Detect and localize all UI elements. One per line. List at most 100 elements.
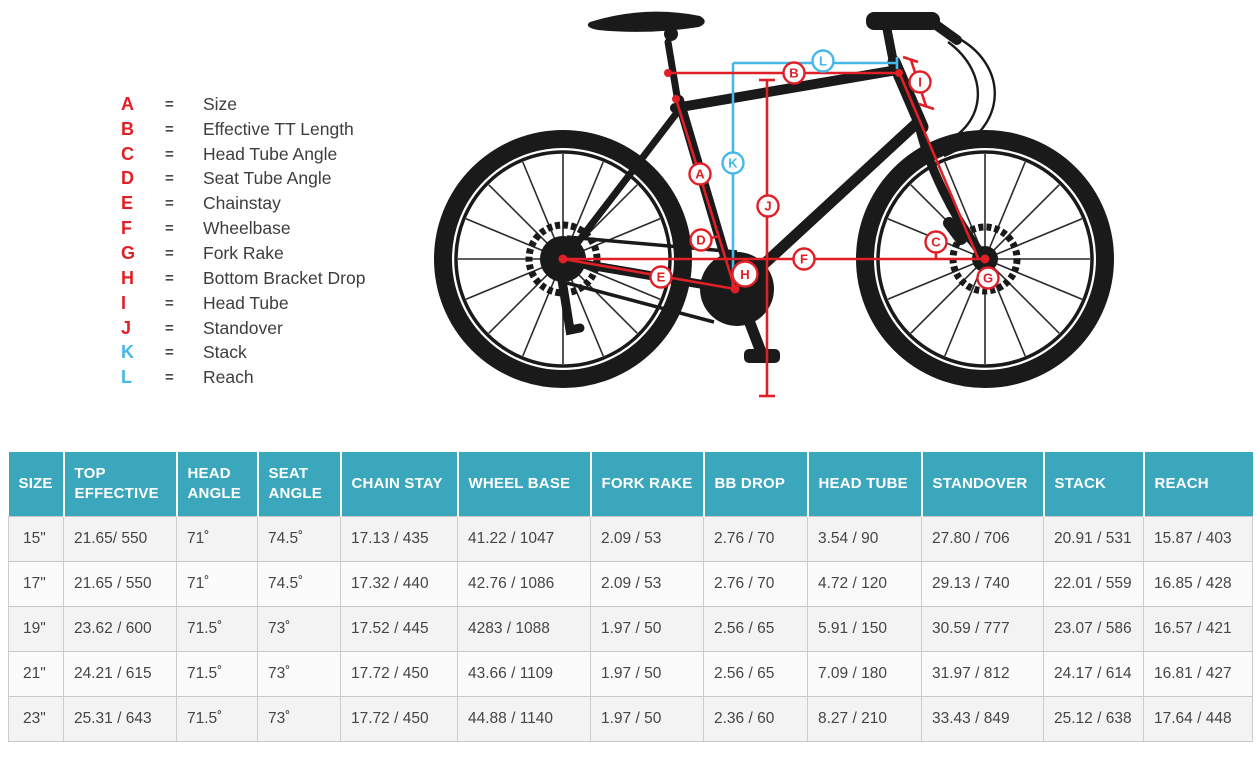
table-cell: 1.97 / 50 (590, 605, 704, 651)
column-header-seat-angle: SEAT ANGLE (257, 452, 342, 516)
equals-sign: = (165, 344, 174, 362)
equals-sign: = (165, 145, 174, 163)
head-angle-line (897, 71, 980, 259)
svg-text:L: L (819, 54, 827, 69)
table-cell: 16.81 / 427 (1143, 650, 1253, 696)
legend-letter: E (121, 193, 134, 214)
bike-silhouette (443, 11, 1105, 379)
saddle-clamp (664, 27, 678, 41)
bike-geometry-diagram: A B C D E F G H I J K L (0, 11, 1260, 398)
table-cell: 73˚ (257, 650, 341, 696)
table-cell: 2.76 / 70 (703, 560, 808, 606)
legend-label: Standover (203, 317, 283, 338)
legend-letter: D (121, 168, 134, 189)
table-cell: 30.59 / 777 (921, 605, 1044, 651)
table-cell: 4283 / 1088 (457, 605, 591, 651)
handlebar (866, 12, 940, 30)
table-cell: 73˚ (257, 695, 341, 742)
table-cell: 71˚ (176, 560, 258, 606)
rear-derailleur (557, 275, 585, 336)
table-cell: 23.07 / 586 (1043, 605, 1144, 651)
legend-letter: L (121, 367, 132, 388)
table-cell: 42.76 / 1086 (457, 560, 591, 606)
column-header-stack: STACK (1043, 452, 1145, 516)
legend: A = Size B = Effective TT Length C = Head Tube… (121, 92, 365, 390)
head-tube-bracket-bottom-tick (918, 102, 935, 111)
svg-text:B: B (789, 66, 798, 81)
table-cell: 21" (8, 650, 64, 696)
chain-top (566, 235, 738, 254)
front-brake-caliper (943, 217, 967, 245)
table-cell: 19" (8, 605, 64, 651)
marker-j: J (756, 194, 780, 218)
legend-label: Effective TT Length (203, 118, 354, 139)
svg-text:H: H (740, 267, 749, 282)
legend-label: Stack (203, 342, 247, 363)
marker-d: D (689, 228, 713, 252)
table-cell: 31.97 / 812 (921, 650, 1044, 696)
chain-bottom (566, 281, 715, 324)
legend-item: B = Effective TT Length (121, 117, 365, 142)
column-header-top-effective: TOP EFFECTIVE (63, 452, 178, 516)
table-cell: 21.65/ 550 (63, 515, 177, 561)
legend-letter: G (121, 242, 136, 263)
column-header-bb-drop: BB DROP (703, 452, 809, 516)
table-cell: 1.97 / 50 (590, 695, 704, 742)
shift-cable (931, 41, 980, 150)
legend-item: A = Size (121, 92, 365, 117)
column-header-fork-rake: FORK RAKE (590, 452, 705, 516)
legend-letter: I (121, 292, 127, 313)
seatstay-tube (561, 106, 683, 263)
red-annotations (558, 55, 990, 398)
legend-item: K = Stack (121, 340, 365, 365)
crank-arm (731, 283, 767, 358)
legend-item: L = Reach (121, 365, 365, 390)
svg-text:A: A (695, 167, 705, 182)
marker-k: K (721, 151, 745, 175)
legend-letter: B (121, 118, 134, 139)
table-cell: 41.22 / 1047 (457, 515, 591, 561)
table-cell: 2.09 / 53 (590, 560, 704, 606)
column-header-standover: STANDOVER (921, 452, 1045, 516)
table-cell: 25.31 / 643 (63, 695, 177, 742)
marker-g: G (976, 266, 1000, 290)
equals-sign: = (165, 269, 174, 287)
table-cell: 15.87 / 403 (1143, 515, 1253, 561)
table-cell: 2.76 / 70 (703, 515, 808, 561)
equals-sign: = (165, 294, 174, 312)
column-header-size: SIZE (8, 452, 65, 516)
table-cell: 74.5˚ (257, 515, 341, 561)
legend-item: H = Bottom Bracket Drop (121, 266, 365, 291)
table-cell: 44.88 / 1140 (457, 695, 591, 742)
table-row: 21" 24.21 / 615 71.5˚ 73˚ 17.72 / 450 43.66 /… (8, 650, 1253, 696)
legend-item: J = Standover (121, 316, 365, 341)
table-cell: 17.72 / 450 (340, 650, 458, 696)
bb-dot (730, 284, 740, 294)
brake-hood (927, 17, 962, 45)
seat-tube-line (674, 98, 737, 290)
legend-label: Seat Tube Angle (203, 168, 332, 189)
table-cell: 43.66 / 1109 (457, 650, 591, 696)
svg-text:I: I (918, 75, 922, 90)
legend-label: Size (203, 93, 238, 114)
legend-label: Wheelbase (203, 218, 291, 239)
table-cell: 22.01 / 559 (1043, 560, 1144, 606)
equals-sign: = (165, 120, 174, 138)
equals-sign: = (165, 195, 174, 213)
table-cell: 71.5˚ (176, 695, 258, 742)
table-cell: 71.5˚ (176, 650, 258, 696)
table-cell: 17" (8, 560, 64, 606)
legend-item: F = Wheelbase (121, 216, 365, 241)
rear-axle-dot (558, 254, 568, 264)
legend-letter: K (121, 342, 134, 363)
table-row: 23" 25.31 / 643 71.5˚ 73˚ 17.72 / 450 44.88 /… (8, 695, 1253, 742)
equals-sign: = (165, 95, 174, 113)
svg-text:E: E (657, 270, 666, 285)
legend-label: Fork Rake (203, 242, 284, 263)
legend-label: Head Tube Angle (203, 143, 338, 164)
geometry-table: SIZE TOP EFFECTIVE HEAD ANGLE SEAT ANGLE… (8, 452, 1253, 742)
equals-sign: = (165, 170, 174, 188)
table-cell: 17.64 / 448 (1143, 695, 1253, 742)
svg-text:D: D (696, 233, 705, 248)
saddle (587, 11, 705, 32)
